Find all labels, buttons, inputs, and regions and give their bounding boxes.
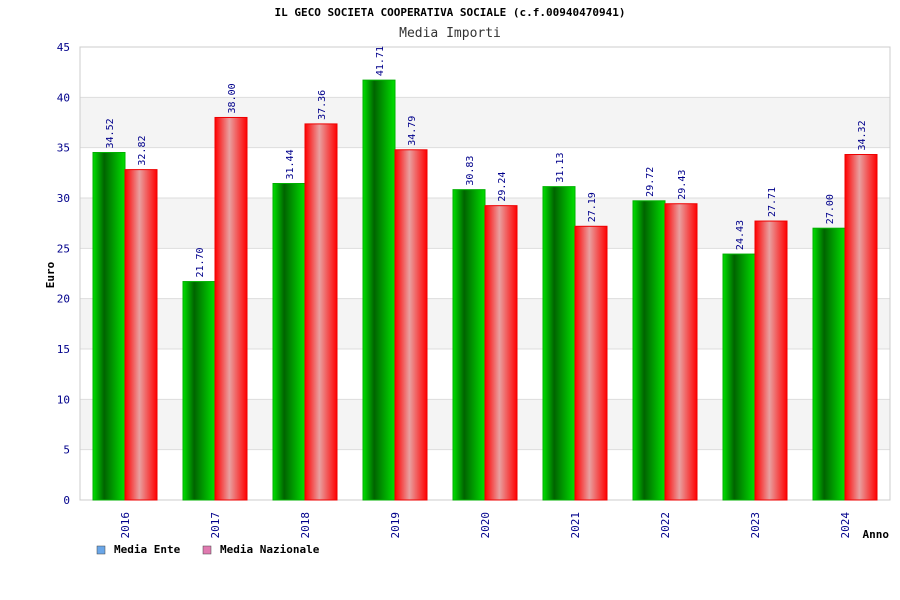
bar-value-label: 41.71 <box>375 46 386 76</box>
grid-band <box>80 47 890 98</box>
y-tick-label: 25 <box>57 242 70 255</box>
bar-value-label: 29.43 <box>677 170 688 200</box>
y-tick-label: 5 <box>63 444 70 457</box>
x-tick-label: 2020 <box>479 512 492 539</box>
y-tick-label: 40 <box>57 91 70 104</box>
y-axis: 0 5 10 15 20 25 30 35 40 45 <box>57 41 70 507</box>
grid-band <box>80 97 890 148</box>
legend-swatch <box>96 545 106 555</box>
bar-value-label: 31.44 <box>285 149 296 179</box>
bar-value-label: 37.36 <box>317 90 328 120</box>
bar-value-label: 27.71 <box>767 187 778 217</box>
legend-label: Media Nazionale <box>220 543 320 556</box>
y-tick-label: 30 <box>57 192 70 205</box>
x-tick-label: 2023 <box>749 512 762 539</box>
bar-value-label: 29.24 <box>497 172 508 202</box>
x-tick-label: 2017 <box>209 512 222 539</box>
chart-title: IL GECO SOCIETA COOPERATIVA SOCIALE (c.f… <box>275 6 626 19</box>
x-tick-label: 2024 <box>839 512 852 539</box>
bar-value-label: 34.32 <box>857 120 868 150</box>
x-axis: 2016 2017 2018 2019 2020 2021 2022 2023 2024 <box>119 512 852 539</box>
bar-value-label: 32.82 <box>137 136 148 166</box>
bar-value-label: 21.70 <box>195 247 206 277</box>
bar-media-nazionale <box>664 203 698 501</box>
bar-value-label: 34.79 <box>407 116 418 146</box>
legend-label: Media Ente <box>114 543 181 556</box>
bar-media-nazionale <box>214 116 248 501</box>
bar-media-nazionale <box>574 225 608 501</box>
y-tick-label: 15 <box>57 343 70 356</box>
legend-swatch <box>202 545 212 555</box>
bar-value-label: 27.19 <box>587 192 598 222</box>
y-tick-label: 35 <box>57 142 70 155</box>
y-tick-label: 10 <box>57 393 70 406</box>
bar-media-ente <box>452 189 486 501</box>
bar-media-ente <box>722 253 756 501</box>
bar-value-label: 34.52 <box>105 118 116 148</box>
bar-media-nazionale <box>124 169 158 501</box>
bar-media-ente <box>182 281 216 501</box>
y-axis-label: Euro <box>44 261 57 288</box>
bar-media-nazionale <box>394 149 428 501</box>
bar-media-nazionale <box>304 123 338 501</box>
bar-media-nazionale <box>484 205 518 501</box>
x-tick-label: 2021 <box>569 512 582 539</box>
bar-media-ente <box>362 79 396 501</box>
bar-media-ente <box>92 151 126 501</box>
bar-value-label: 27.00 <box>825 194 836 224</box>
bar-media-ente <box>272 183 306 501</box>
x-tick-label: 2018 <box>299 512 312 539</box>
bar-media-ente <box>812 227 846 501</box>
bar-media-ente <box>632 200 666 501</box>
y-tick-label: 20 <box>57 293 70 306</box>
bar-value-label: 38.00 <box>227 83 238 113</box>
x-tick-label: 2022 <box>659 512 672 539</box>
bar-media-nazionale <box>844 154 878 501</box>
bar-value-label: 29.72 <box>645 167 656 197</box>
bar-value-label: 24.43 <box>735 220 746 250</box>
x-axis-label: Anno <box>863 528 890 541</box>
bar-value-label: 31.13 <box>555 153 566 183</box>
chart-subtitle: Media Importi <box>399 26 501 41</box>
x-tick-label: 2019 <box>389 512 402 539</box>
y-tick-label: 0 <box>63 494 70 507</box>
bar-media-nazionale <box>754 220 788 501</box>
bar-value-label: 30.83 <box>465 156 476 186</box>
legend: Media Ente Media Nazionale <box>96 543 320 556</box>
x-tick-label: 2016 <box>119 512 132 539</box>
y-tick-label: 45 <box>57 41 70 54</box>
bars: 34.52 32.82 21.70 38.00 31.44 37.36 41.71 34.79… <box>92 46 878 501</box>
bar-media-ente <box>542 186 576 501</box>
